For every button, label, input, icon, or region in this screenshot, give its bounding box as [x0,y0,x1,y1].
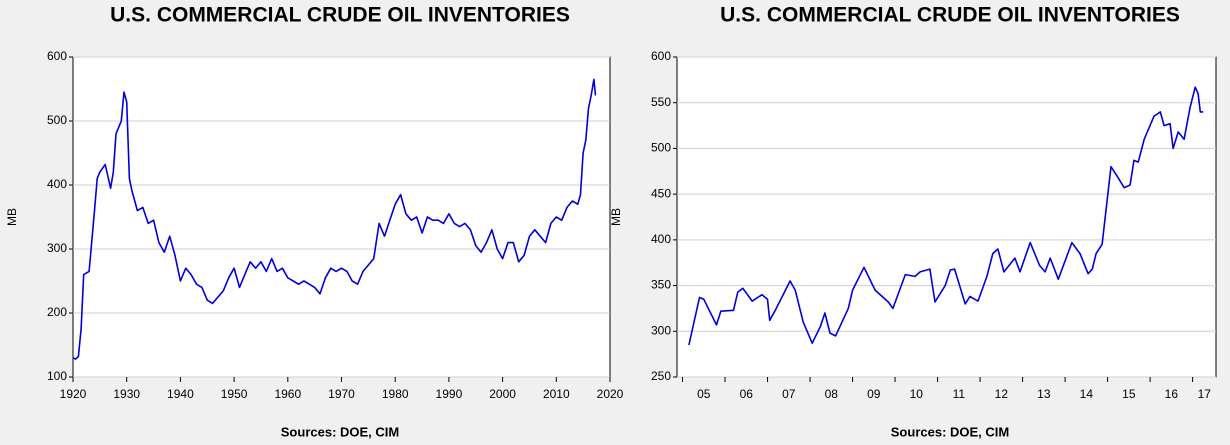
x-tick-label: 1950 [221,387,248,401]
y-tick-label: 300 [47,241,67,255]
x-tick-label: 10 [910,387,924,401]
x-tick-label: 1990 [436,387,463,401]
y-axis-label: MB [609,208,623,226]
source-note: Sources: DOE, CIM [891,424,1009,439]
chart-title: U.S. COMMERCIAL CRUDE OIL INVENTORIES [110,4,570,27]
x-tick-label: 07 [782,387,796,401]
x-tick-label: 05 [697,387,711,401]
x-tick-label: 11 [953,387,966,401]
chart-title: U.S. COMMERCIAL CRUDE OIL INVENTORIES [720,4,1180,27]
y-tick-label: 450 [651,186,671,200]
x-tick-label: 1940 [167,387,194,401]
y-tick-label: 400 [47,177,67,191]
x-tick-label: 15 [1122,387,1136,401]
y-tick-label: 550 [651,95,671,109]
x-tick-label: 1960 [274,387,301,401]
y-tick-label: 350 [651,278,671,292]
x-tick-label: 06 [740,387,754,401]
plot-area [676,56,1217,378]
x-tick-label: 1920 [60,387,87,401]
x-tick-label: 08 [825,387,839,401]
y-tick-label: 500 [651,141,671,155]
source-note: Sources: DOE, CIM [281,424,399,439]
y-tick-label: 200 [47,305,67,319]
y-tick-label: 300 [651,323,671,337]
y-tick-label: 250 [651,369,671,383]
data-line [688,86,1204,346]
x-tick-label: 16 [1165,387,1179,401]
x-tick-label: 1980 [382,387,409,401]
x-tick-label: 12 [995,387,1009,401]
y-tick-label: 500 [47,113,67,127]
x-tick-label: 2010 [543,387,570,401]
y-axis-label: MB [5,208,19,226]
y-tick-label: 600 [47,49,67,63]
x-tick-label: 13 [1037,387,1051,401]
x-tick-label: 1970 [328,387,355,401]
x-tick-label: 1930 [113,387,140,401]
x-tick-label: 17 [1198,387,1212,401]
x-tick-label: 2000 [489,387,516,401]
plot-area [72,56,611,378]
x-tick-label: 2020 [597,387,624,401]
x-tick-label: 14 [1080,387,1094,401]
data-line [72,78,597,360]
y-tick-label: 400 [651,232,671,246]
y-tick-label: 600 [651,49,671,63]
x-tick-label: 09 [867,387,881,401]
y-tick-label: 100 [47,369,67,383]
